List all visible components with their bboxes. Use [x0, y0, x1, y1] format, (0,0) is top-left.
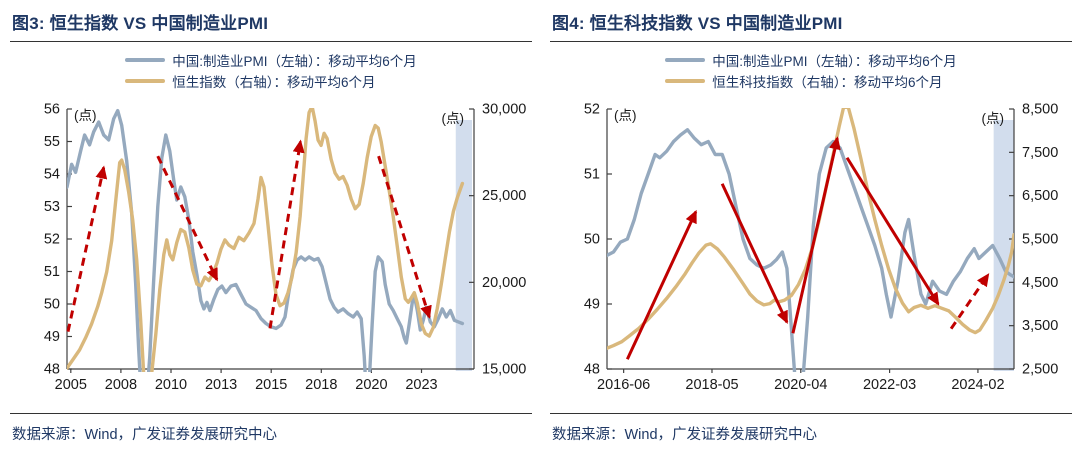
legend-item-pmi: 中国:制造业PMI（左轴）：移动平均6个月: [665, 49, 957, 70]
legend-label: 中国:制造业PMI（左轴）：移动平均6个月: [712, 53, 957, 69]
figure-4-legend: 中国:制造业PMI（左轴）：移动平均6个月 恒生科技指数（右轴）：移动平均6个月: [665, 49, 957, 91]
svg-text:2016-06: 2016-06: [597, 377, 650, 393]
svg-text:2008: 2008: [105, 377, 137, 393]
svg-text:4,500: 4,500: [1022, 275, 1058, 291]
svg-text:50: 50: [584, 232, 600, 248]
svg-text:(点): (点): [74, 108, 97, 123]
svg-text:(点): (点): [982, 111, 1005, 126]
svg-text:51: 51: [44, 264, 60, 280]
pmi-line-swatch: [125, 57, 166, 62]
svg-text:2013: 2013: [205, 377, 237, 393]
svg-text:8,500: 8,500: [1022, 102, 1058, 118]
svg-text:7,500: 7,500: [1022, 145, 1058, 161]
svg-text:54: 54: [44, 167, 60, 183]
svg-text:5,500: 5,500: [1022, 232, 1058, 248]
svg-text:48: 48: [44, 362, 60, 378]
legend-label: 恒生科技指数（右轴）：移动平均6个月: [712, 74, 943, 90]
svg-text:50: 50: [44, 297, 60, 313]
legend-item-hsi: 恒生指数（右轴）：移动平均6个月: [125, 70, 417, 91]
figure-4-panel: 图4: 恒生科技指数 VS 中国制造业PMI 中国:制造业PMI（左轴）：移动平…: [540, 0, 1080, 472]
figure-4-chart-canvas: 48 49 50 51 52 2,500 3,500 4,500 5,500 6,500 7,500…: [584, 102, 1058, 394]
svg-text:55: 55: [44, 134, 60, 150]
svg-text:20,000: 20,000: [482, 275, 526, 291]
svg-text:6,500: 6,500: [1022, 188, 1058, 204]
svg-text:(点): (点): [442, 111, 465, 126]
svg-text:2010: 2010: [155, 377, 187, 393]
hsi-line-swatch: [125, 78, 166, 83]
svg-text:30,000: 30,000: [482, 102, 526, 118]
svg-text:25,000: 25,000: [482, 188, 526, 204]
svg-text:(点): (点): [614, 108, 637, 123]
legend-item-hstech: 恒生科技指数（右轴）：移动平均6个月: [665, 70, 957, 91]
svg-text:2018: 2018: [305, 377, 337, 393]
svg-text:3,500: 3,500: [1022, 318, 1058, 334]
svg-text:51: 51: [584, 167, 600, 183]
svg-text:48: 48: [584, 362, 600, 378]
figure-4-title: 图4: 恒生科技指数 VS 中国制造业PMI: [552, 14, 843, 33]
svg-text:2018-05: 2018-05: [685, 377, 738, 393]
legend-label: 中国:制造业PMI（左轴）：移动平均6个月: [172, 53, 417, 69]
svg-text:2,500: 2,500: [1022, 362, 1058, 378]
svg-text:2023: 2023: [405, 377, 437, 393]
svg-text:15,000: 15,000: [482, 362, 526, 378]
svg-text:2024-02: 2024-02: [951, 377, 1004, 393]
svg-text:56: 56: [44, 102, 60, 118]
title-divider: [10, 41, 532, 42]
legend-item-pmi: 中国:制造业PMI（左轴）：移动平均6个月: [125, 49, 417, 70]
svg-text:2020-04: 2020-04: [774, 377, 827, 393]
legend-label: 恒生指数（右轴）：移动平均6个月: [172, 74, 376, 90]
source-divider: [10, 413, 532, 414]
svg-text:52: 52: [584, 102, 600, 118]
pmi-line-swatch: [665, 57, 706, 62]
title-divider: [550, 41, 1072, 42]
figure-3-title: 图3: 恒生指数 VS 中国制造业PMI: [12, 14, 269, 33]
svg-text:53: 53: [44, 199, 60, 215]
hstech-line-swatch: [665, 78, 706, 83]
figure-3-legend: 中国:制造业PMI（左轴）：移动平均6个月 恒生指数（右轴）：移动平均6个月: [125, 49, 417, 91]
svg-text:52: 52: [44, 232, 60, 248]
figure-3-chart-canvas: 48 49 50 51 52 53 54 55 56 15,000 20,000 25,000 30,0…: [44, 102, 527, 394]
source-divider: [550, 413, 1072, 414]
svg-text:49: 49: [44, 329, 60, 345]
figure-3-source: 数据来源：Wind，广发证券发展研究中心: [12, 427, 278, 443]
figure-3-panel: 图3: 恒生指数 VS 中国制造业PMI 中国:制造业PMI（左轴）：移动平均6…: [10, 14, 532, 443]
svg-text:2020: 2020: [355, 377, 387, 393]
svg-text:2015: 2015: [255, 377, 287, 393]
svg-text:49: 49: [584, 297, 600, 313]
svg-text:2022-03: 2022-03: [863, 377, 916, 393]
svg-text:2005: 2005: [55, 377, 87, 393]
figure-4-source: 数据来源：Wind，广发证券发展研究中心: [552, 427, 818, 443]
